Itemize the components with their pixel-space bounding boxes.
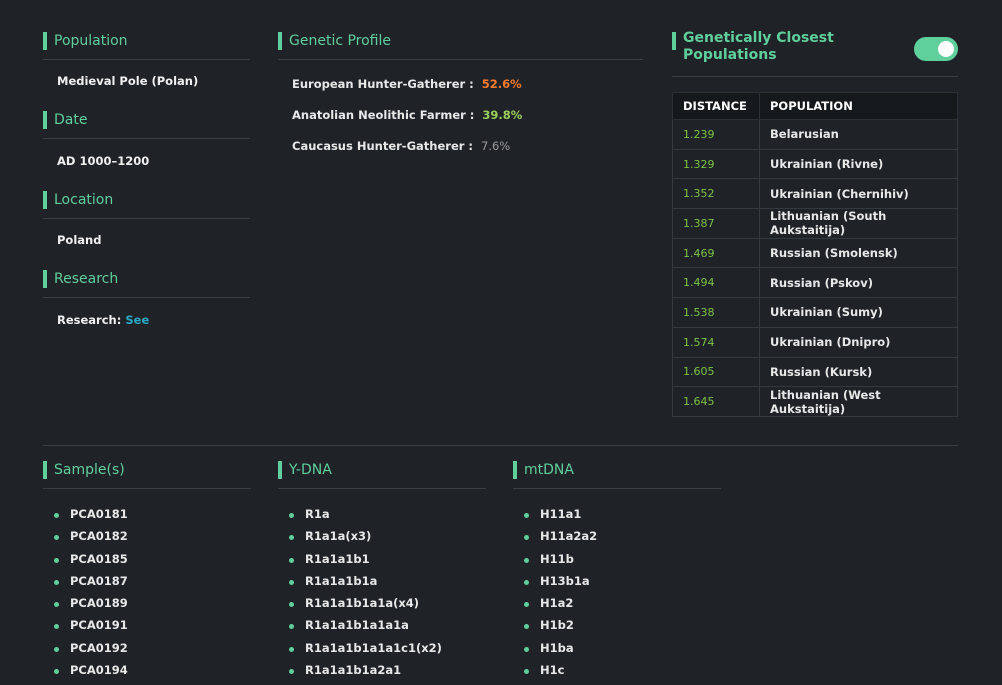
section-header: Y-DNA	[278, 459, 486, 489]
section-header: mtDNA	[513, 459, 721, 489]
population-cell: Ukrainian (Chernihiv)	[759, 178, 958, 210]
closest-table: DISTANCE POPULATION 1.239 Belarusian 1.329 Uk…	[672, 92, 958, 417]
research-link[interactable]: See	[125, 313, 150, 327]
distance-cell: 1.538	[672, 297, 760, 328]
section-header: Population	[43, 30, 250, 60]
date-text: AD 1000–1200	[57, 154, 150, 168]
toggle-switch[interactable]	[914, 37, 958, 61]
column-header: POPULATION	[759, 92, 958, 120]
list-item: PCA0181	[43, 507, 128, 529]
sample-list: PCA0181 PCA0182 PCA0185 PCA0187 PCA0189 PCA01…	[43, 507, 128, 685]
ydna-list: R1a R1a1a(x3) R1a1a1b1 R1a1a1b1a R1a1a1b1a1a…	[278, 507, 442, 685]
research-line: Research: See	[57, 313, 149, 327]
population-cell: Lithuanian (South Aukstaitija)	[759, 208, 958, 239]
table-row: 1.538 Ukrainian (Sumy)	[672, 297, 958, 328]
table-row: 1.605 Russian (Kursk)	[672, 356, 958, 388]
table-header: DISTANCE POPULATION	[672, 92, 958, 120]
distance-cell: 1.387	[672, 208, 760, 239]
table-row: 1.352 Ukrainian (Chernihiv)	[672, 178, 958, 210]
profile-value: 39.8%	[482, 108, 523, 122]
section-header: Genetic Profile	[278, 30, 643, 60]
table-row: 1.387 Lithuanian (South Aukstaitija)	[672, 208, 958, 239]
population-cell: Ukrainian (Sumy)	[759, 297, 958, 328]
list-item: PCA0189	[43, 596, 128, 618]
table-row: 1.494 Russian (Pskov)	[672, 267, 958, 299]
list-item: H1b2	[513, 618, 597, 640]
profile-label: European Hunter-Gatherer :	[292, 77, 474, 91]
mtdna-list: H11a1 H11a2a2 H11b H13b1a H1a2 H1b2 H1ba H1c	[513, 507, 597, 685]
list-item: H11a1	[513, 507, 597, 529]
population-cell: Russian (Smolensk)	[759, 237, 958, 269]
distance-cell: 1.605	[672, 356, 760, 388]
list-item: PCA0192	[43, 641, 128, 663]
list-item: R1a	[278, 507, 442, 529]
table-row: 1.239 Belarusian	[672, 119, 958, 150]
population-text: Medieval Pole (Polan)	[57, 74, 199, 88]
section-header: Location	[43, 189, 250, 219]
table-row: 1.329 Ukrainian (Rivne)	[672, 148, 958, 180]
population-cell: Ukrainian (Dnipro)	[759, 326, 958, 358]
distance-cell: 1.239	[672, 119, 760, 150]
list-item: R1a1a1b1a	[278, 574, 442, 596]
table-row: 1.645 Lithuanian (West Aukstaitija)	[672, 386, 958, 417]
profile-value: 7.6%	[481, 139, 511, 153]
column-header: DISTANCE	[672, 92, 760, 120]
list-item: H11a2a2	[513, 529, 597, 551]
list-item: R1a1a1b1	[278, 552, 442, 574]
population-cell: Ukrainian (Rivne)	[759, 148, 958, 180]
list-item: R1a1a1b1a1a1c1(x2)	[278, 641, 442, 663]
research-label: Research:	[57, 313, 122, 327]
list-item: H13b1a	[513, 574, 597, 596]
list-item: R1a1a1b1a2a1	[278, 663, 442, 685]
profile-item: Anatolian Neolithic Farmer : 39.8%	[292, 108, 522, 122]
distance-cell: 1.574	[672, 326, 760, 358]
distance-cell: 1.469	[672, 237, 760, 269]
profile-item: European Hunter-Gatherer : 52.6%	[292, 77, 522, 91]
list-item: R1a1a1b1a1a(x4)	[278, 596, 442, 618]
section-header: Sample(s)	[43, 459, 251, 489]
list-item: PCA0182	[43, 529, 128, 551]
table-row: 1.469 Russian (Smolensk)	[672, 237, 958, 269]
population-cell: Belarusian	[759, 119, 958, 150]
profile-label: Anatolian Neolithic Farmer :	[292, 108, 475, 122]
section-header: Research	[43, 268, 250, 298]
location-text: Poland	[57, 233, 102, 247]
list-item: H1a2	[513, 596, 597, 618]
profile-item: Caucasus Hunter-Gatherer : 7.6%	[292, 139, 510, 153]
population-cell: Lithuanian (West Aukstaitija)	[759, 386, 958, 417]
section-header: Date	[43, 109, 250, 139]
list-item: PCA0194	[43, 663, 128, 685]
list-item: PCA0185	[43, 552, 128, 574]
distance-cell: 1.494	[672, 267, 760, 299]
distance-cell: 1.329	[672, 148, 760, 180]
population-cell: Russian (Pskov)	[759, 267, 958, 299]
section-header: Genetically Closest Populations	[672, 30, 958, 77]
list-item: PCA0187	[43, 574, 128, 596]
table-row: 1.574 Ukrainian (Dnipro)	[672, 326, 958, 358]
list-item: H11b	[513, 552, 597, 574]
divider	[43, 445, 958, 446]
distance-cell: 1.645	[672, 386, 760, 417]
closest-title: Genetically Closest Populations	[683, 30, 834, 63]
profile-label: Caucasus Hunter-Gatherer :	[292, 139, 474, 153]
profile-value: 52.6%	[481, 77, 522, 91]
list-item: PCA0191	[43, 618, 128, 640]
list-item: R1a1a(x3)	[278, 529, 442, 551]
list-item: R1a1a1b1a1a1a	[278, 618, 442, 640]
list-item: H1c	[513, 663, 597, 685]
distance-cell: 1.352	[672, 178, 760, 210]
population-cell: Russian (Kursk)	[759, 356, 958, 388]
list-item: H1ba	[513, 641, 597, 663]
